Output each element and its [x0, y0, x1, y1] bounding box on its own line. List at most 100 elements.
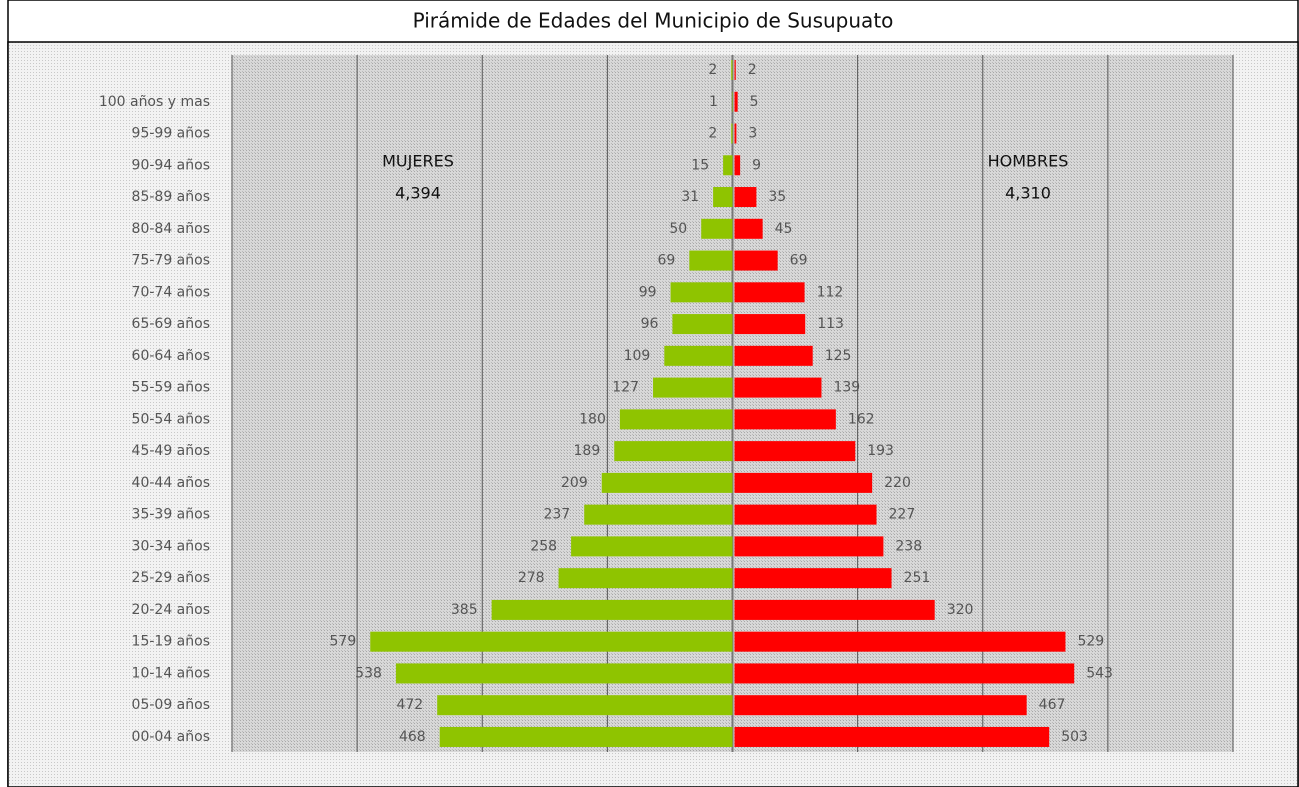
data-label: 579 [330, 634, 357, 650]
data-label: 69 [658, 253, 676, 269]
bar [670, 282, 733, 303]
y-tick-label: 85-89 años [132, 189, 210, 205]
data-label: 237 [543, 507, 570, 523]
data-label: 320 [947, 602, 974, 618]
y-tick-label: 30-34 años [132, 538, 210, 554]
bar [723, 155, 733, 176]
y-tick-label: 25-29 años [132, 570, 210, 586]
y-tick-label: 80-84 años [132, 221, 210, 237]
bar [734, 314, 806, 335]
bar [395, 663, 733, 684]
bar [734, 663, 1075, 684]
bar [558, 568, 733, 589]
data-label: 529 [1077, 634, 1104, 650]
data-label: 2 [708, 126, 717, 142]
y-tick-label: 15-19 años [132, 634, 210, 650]
y-tick-label: 20-24 años [132, 602, 210, 618]
data-label: 45 [775, 221, 793, 237]
bar [734, 60, 736, 80]
bar [614, 441, 733, 462]
bar [619, 409, 733, 430]
y-tick-label: 65-69 años [132, 316, 210, 332]
bar [734, 187, 757, 208]
data-label: 180 [579, 411, 606, 427]
data-label: 162 [848, 411, 875, 427]
data-label: 385 [451, 602, 478, 618]
bar [731, 91, 733, 112]
bar [734, 504, 877, 525]
data-label: 125 [825, 348, 852, 364]
data-label: 1 [709, 94, 718, 110]
bar [734, 155, 741, 176]
bar [713, 187, 733, 208]
data-label: 113 [817, 316, 844, 332]
bar [731, 123, 733, 144]
bar [601, 472, 733, 493]
bar [437, 695, 733, 716]
data-label: 468 [399, 729, 426, 745]
data-label: 238 [895, 538, 922, 554]
data-label: 189 [574, 443, 601, 459]
legend-label: HOMBRES [988, 152, 1069, 171]
y-tick-label: 10-14 años [132, 665, 210, 681]
data-label: 15 [691, 157, 709, 173]
data-label: 139 [833, 380, 860, 396]
data-label: 209 [561, 475, 588, 491]
data-label: 2 [748, 62, 757, 78]
y-tick-label: 45-49 años [132, 443, 210, 459]
chart-title: Pirámide de Edades del Municipio de Susu… [413, 9, 894, 33]
bar [734, 91, 738, 112]
bar [439, 726, 733, 747]
bar [370, 631, 733, 652]
y-tick-label: 90-94 años [132, 157, 210, 173]
data-label: 2 [708, 62, 717, 78]
data-label: 99 [639, 284, 657, 300]
data-label: 467 [1039, 697, 1066, 713]
y-tick-label: 70-74 años [132, 284, 210, 300]
data-label: 112 [817, 284, 844, 300]
y-tick-label: 50-54 años [132, 411, 210, 427]
bar [734, 218, 763, 239]
bar [653, 377, 733, 398]
bar [672, 314, 733, 335]
bar [734, 377, 822, 398]
data-label: 472 [396, 697, 423, 713]
data-label: 3 [748, 126, 757, 142]
data-label: 69 [790, 253, 808, 269]
data-label: 31 [681, 189, 699, 205]
y-tick-label: 75-79 años [132, 253, 210, 269]
bar [701, 218, 733, 239]
data-label: 220 [884, 475, 911, 491]
data-label: 109 [624, 348, 651, 364]
data-label: 5 [750, 94, 759, 110]
data-label: 193 [867, 443, 894, 459]
legend-label: MUJERES [382, 152, 454, 171]
y-tick-label: 95-99 años [132, 126, 210, 142]
bar [734, 250, 778, 271]
total-label: 4,310 [1005, 184, 1051, 203]
y-tick-label: 60-64 años [132, 348, 210, 364]
bar [734, 631, 1066, 652]
bar [734, 695, 1027, 716]
bar [664, 345, 733, 366]
bar [584, 504, 733, 525]
y-tick-label: 35-39 años [132, 507, 210, 523]
bar [734, 472, 873, 493]
data-label: 543 [1086, 665, 1113, 681]
data-label: 9 [752, 157, 761, 173]
y-tick-label: 00-04 años [132, 729, 210, 745]
y-tick-label: 05-09 años [132, 697, 210, 713]
data-label: 227 [889, 507, 916, 523]
data-label: 127 [612, 380, 639, 396]
data-label: 258 [530, 538, 557, 554]
data-label: 50 [669, 221, 687, 237]
bar [734, 568, 892, 589]
data-label: 251 [904, 570, 931, 586]
bar [734, 441, 856, 462]
bar [731, 60, 733, 80]
total-label: 4,394 [395, 184, 441, 203]
bar [734, 726, 1050, 747]
bar [491, 599, 733, 620]
bar [734, 409, 836, 430]
data-label: 278 [518, 570, 545, 586]
